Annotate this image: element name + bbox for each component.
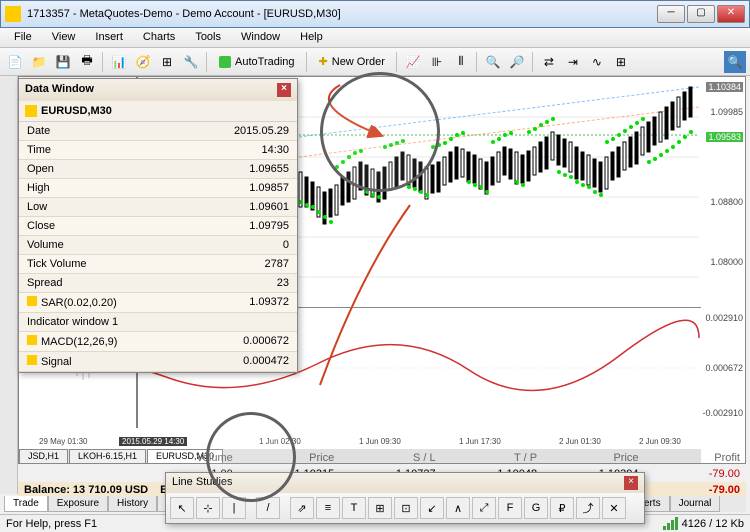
- tb-open-icon[interactable]: 📁: [28, 51, 50, 73]
- tb-period-icon[interactable]: ⊞: [610, 51, 632, 73]
- tb-new-icon[interactable]: 📄: [4, 51, 26, 73]
- line-tool-1[interactable]: ⊹: [196, 497, 220, 519]
- price-axis: 1.10384 1.09985 1.09583 1.08800 1.08000: [701, 77, 745, 307]
- line-tool-4[interactable]: ⇗: [290, 497, 314, 519]
- autotrading-button[interactable]: AutoTrading: [212, 51, 302, 73]
- line-tool-2[interactable]: |: [222, 497, 246, 519]
- minimize-button[interactable]: ─: [657, 5, 685, 23]
- data-window-row: Spread23: [19, 274, 297, 293]
- titlebar-text: 1713357 - MetaQuotes-Demo - Demo Account…: [27, 8, 657, 20]
- line-tool-8[interactable]: ⊡: [394, 497, 418, 519]
- tb-scroll-icon[interactable]: ⇄: [538, 51, 560, 73]
- tb-chart1-icon[interactable]: 📈: [402, 51, 424, 73]
- data-window-close-icon[interactable]: ×: [277, 83, 291, 97]
- menu-window[interactable]: Window: [231, 28, 290, 47]
- line-studies-title: Line Studies: [172, 476, 233, 490]
- tb-test-icon[interactable]: 🔧: [180, 51, 202, 73]
- data-window-row: High1.09857: [19, 179, 297, 198]
- line-tool-14[interactable]: ₽: [550, 497, 574, 519]
- data-window-row: Date2015.05.29: [19, 122, 297, 141]
- tb-zoomout-icon[interactable]: 🔎: [506, 51, 528, 73]
- tb-terminal-icon[interactable]: ⊞: [156, 51, 178, 73]
- data-window-title: Data Window: [25, 83, 94, 97]
- menu-tools[interactable]: Tools: [185, 28, 231, 47]
- data-window-indicator-row: Indicator window 1: [19, 313, 297, 332]
- menu-help[interactable]: Help: [290, 28, 333, 47]
- tb-chart3-icon[interactable]: ⦀: [450, 51, 472, 73]
- line-tool-15[interactable]: ⤴: [576, 497, 600, 519]
- line-studies-close-icon[interactable]: ×: [624, 476, 638, 490]
- data-window-row: Low1.09601: [19, 198, 297, 217]
- data-window-indicator-row: Signal0.000472: [19, 352, 297, 372]
- line-tool-16[interactable]: ✕: [602, 497, 626, 519]
- data-window-row: Close1.09795: [19, 217, 297, 236]
- app-icon: [5, 6, 21, 22]
- line-tool-5[interactable]: ≡: [316, 497, 340, 519]
- line-tool-6[interactable]: T: [342, 497, 366, 519]
- line-tool-7[interactable]: ⊞: [368, 497, 392, 519]
- data-window[interactable]: Data Window × EURUSD,M30 Date2015.05.29T…: [18, 78, 298, 373]
- new-order-button[interactable]: ✚New Order: [312, 51, 392, 73]
- line-tool-10[interactable]: ∧: [446, 497, 470, 519]
- tb-chart2-icon[interactable]: ⊪: [426, 51, 448, 73]
- tb-shift-icon[interactable]: ⇥: [562, 51, 584, 73]
- titlebar: 1713357 - MetaQuotes-Demo - Demo Account…: [0, 0, 750, 28]
- line-tool-13[interactable]: G: [524, 497, 548, 519]
- tb-ind-icon[interactable]: ∿: [586, 51, 608, 73]
- connection-bars-icon: [663, 517, 678, 530]
- tab-journal[interactable]: Journal: [670, 496, 721, 512]
- status-conn: 4126 / 12 Kb: [682, 518, 744, 530]
- trade-header: Volume Price S / L T / P Price Profit: [18, 450, 746, 466]
- tab-exposure[interactable]: Exposure: [48, 496, 108, 512]
- maximize-button[interactable]: ▢: [687, 5, 715, 23]
- time-axis: 29 May 01:30 2015.05.29 14:30 1 Jun 02:3…: [19, 437, 701, 449]
- tab-trade[interactable]: Trade: [4, 496, 48, 512]
- menu-file[interactable]: File: [4, 28, 42, 47]
- tb-save-icon[interactable]: 💾: [52, 51, 74, 73]
- menubar: File View Insert Charts Tools Window Hel…: [0, 28, 750, 48]
- menu-view[interactable]: View: [42, 28, 86, 47]
- line-tool-9[interactable]: ↙: [420, 497, 444, 519]
- line-studies-panel[interactable]: Line Studies × ↖⊹| / ⇗≡T⊞⊡↙∧⤢FG₽⤴✕: [165, 472, 645, 524]
- menu-insert[interactable]: Insert: [85, 28, 133, 47]
- tb-nav-icon[interactable]: 🧭: [132, 51, 154, 73]
- tb-print-icon[interactable]: 🖶: [76, 51, 98, 73]
- tb-search-icon[interactable]: 🔍: [724, 51, 746, 73]
- tab-history[interactable]: History: [108, 496, 157, 512]
- tb-zoomin-icon[interactable]: 🔍: [482, 51, 504, 73]
- symbol-icon: [25, 105, 37, 117]
- data-window-row: Volume0: [19, 236, 297, 255]
- line-tool-11[interactable]: ⤢: [472, 497, 496, 519]
- menu-charts[interactable]: Charts: [133, 28, 185, 47]
- close-button[interactable]: ✕: [717, 5, 745, 23]
- data-window-indicator-row: SAR(0.02,0.20)1.09372: [19, 293, 297, 313]
- data-window-row: Tick Volume2787: [19, 255, 297, 274]
- tb-market-icon[interactable]: 📊: [108, 51, 130, 73]
- line-tool-0[interactable]: ↖: [170, 497, 194, 519]
- data-window-row: Time14:30: [19, 141, 297, 160]
- status-help: For Help, press F1: [6, 518, 97, 530]
- data-window-row: Open1.09655: [19, 160, 297, 179]
- line-tool-12[interactable]: F: [498, 497, 522, 519]
- data-window-indicator-row: MACD(12,26,9)0.000672: [19, 332, 297, 352]
- toolbar: 📄 📁 💾 🖶 📊 🧭 ⊞ 🔧 AutoTrading ✚New Order 📈…: [0, 48, 750, 76]
- line-tool-3[interactable]: /: [256, 497, 280, 519]
